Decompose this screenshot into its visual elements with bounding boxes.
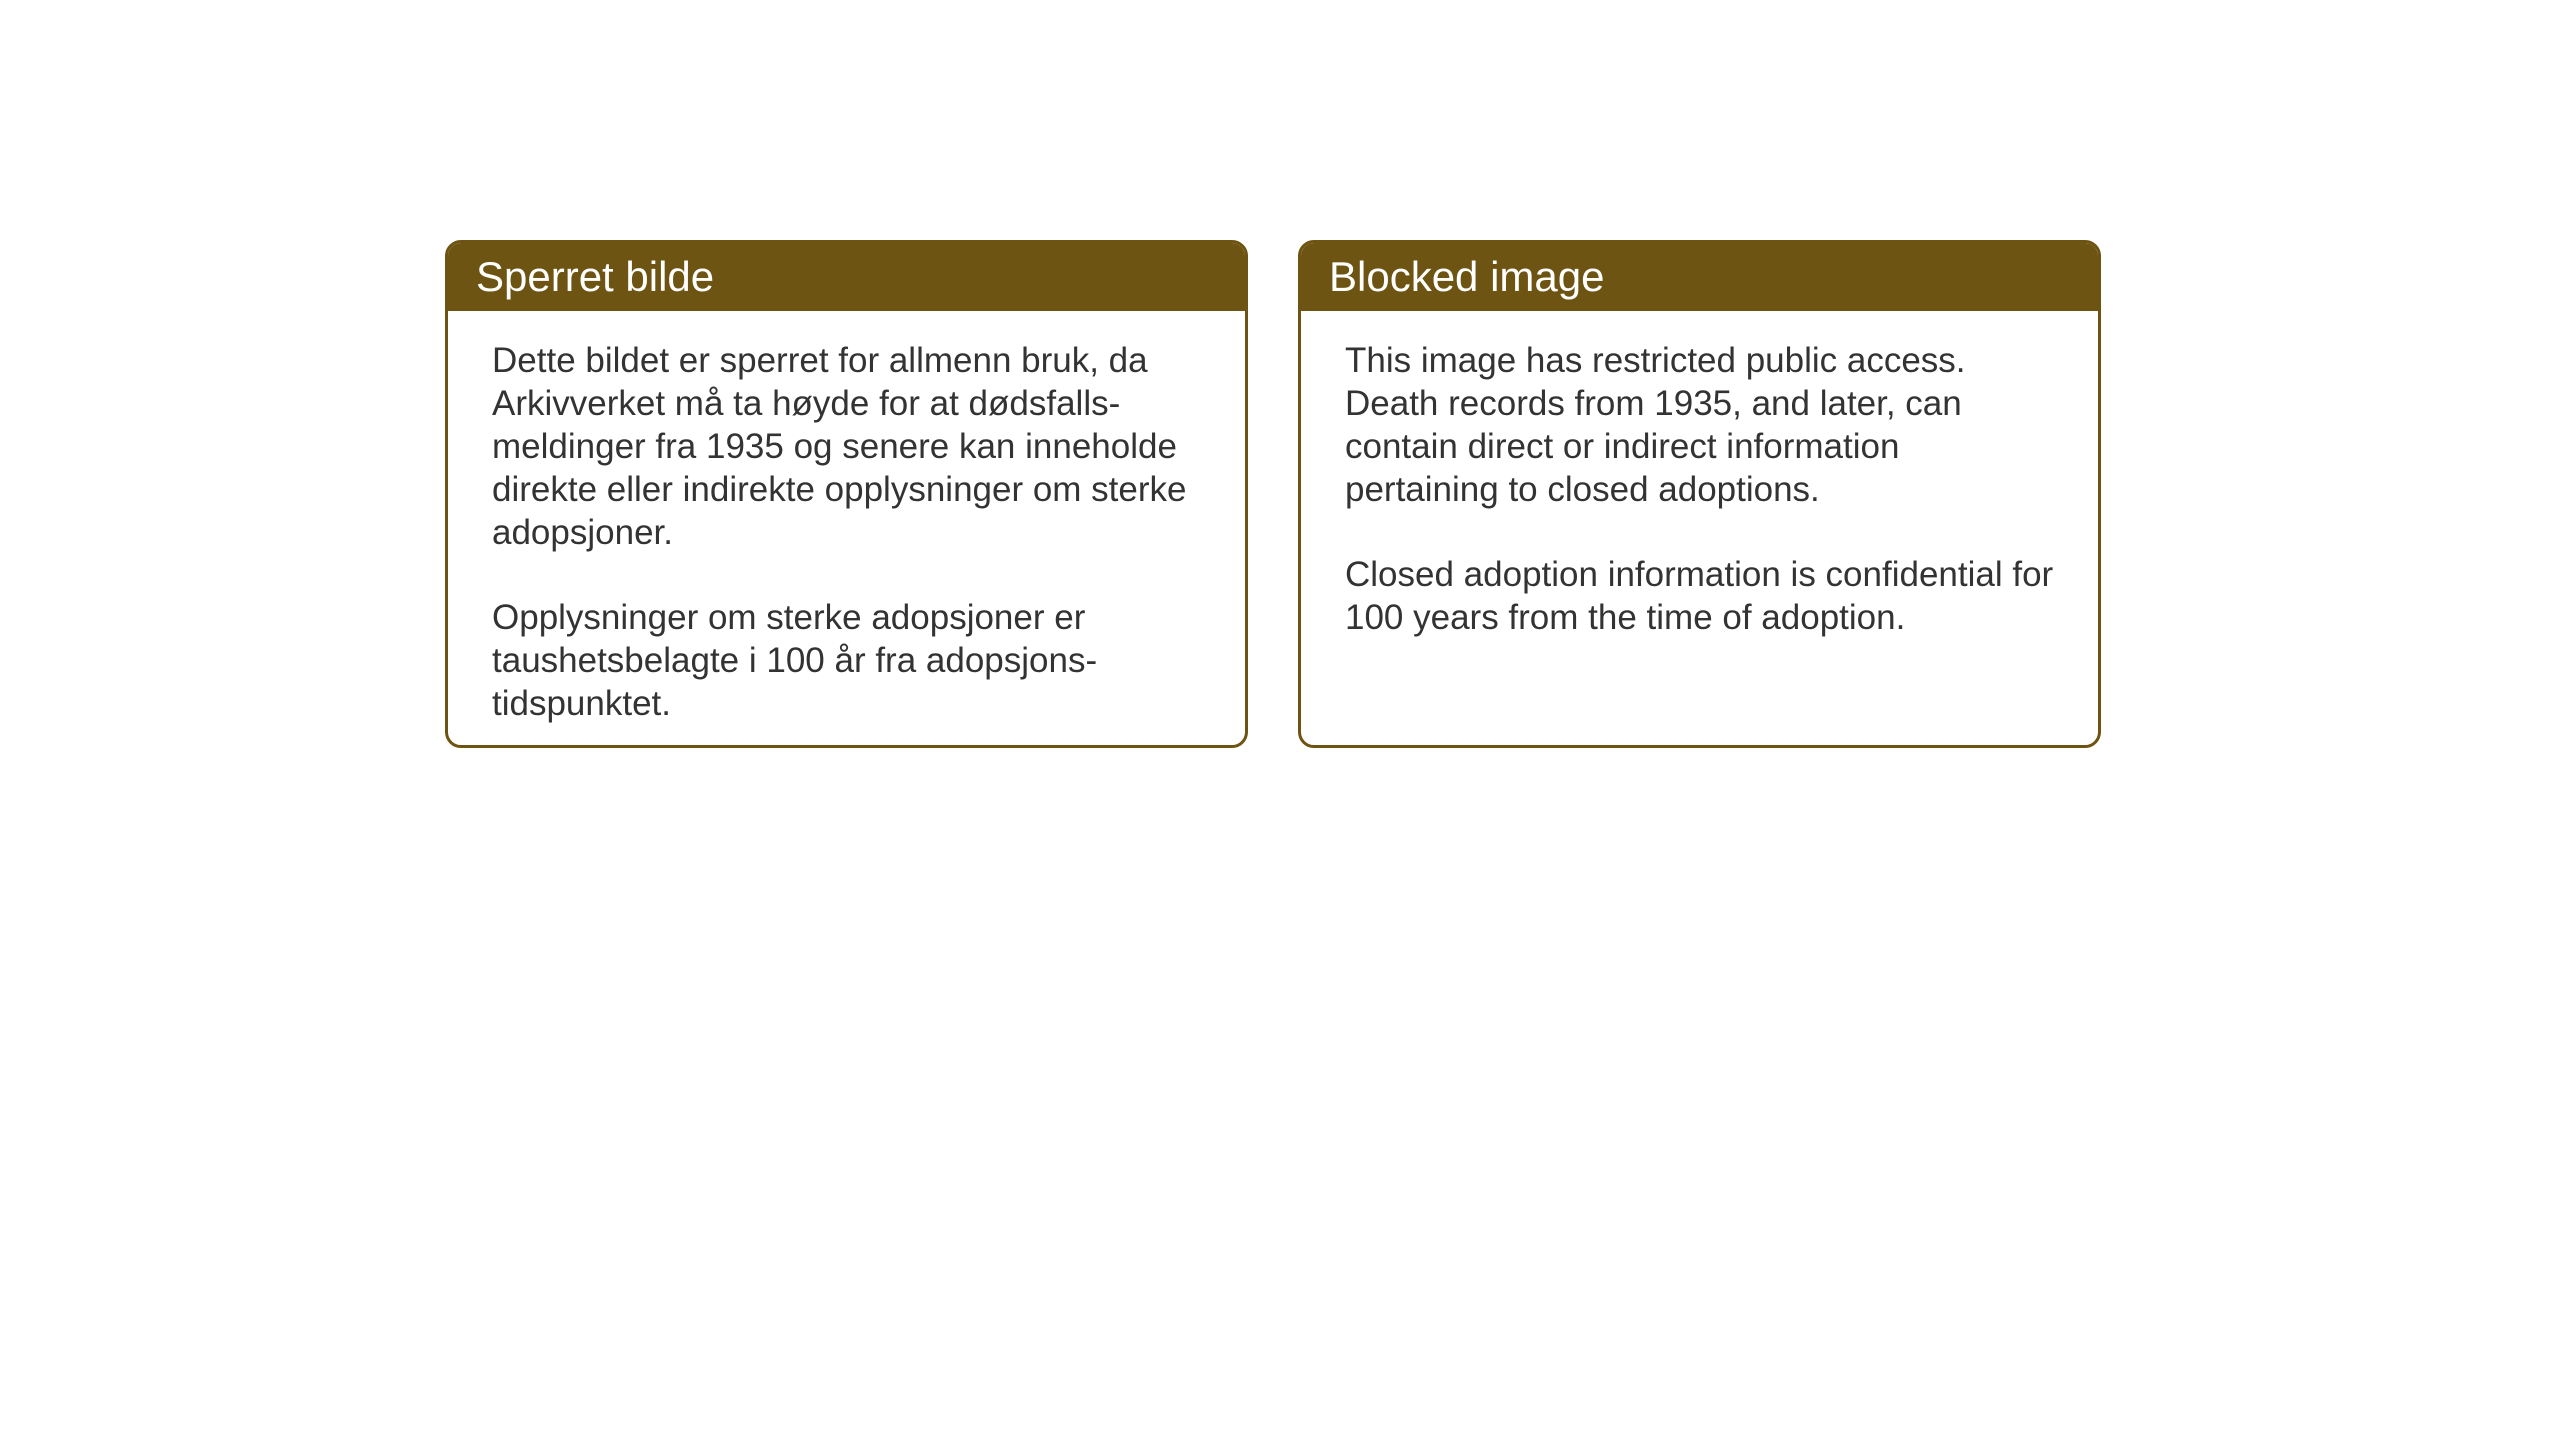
- notice-header-english: Blocked image: [1301, 243, 2098, 311]
- notice-box-english: Blocked image This image has restricted …: [1298, 240, 2101, 748]
- notice-body-norwegian: Dette bildet er sperret for allmenn bruk…: [448, 311, 1245, 748]
- notice-header-norwegian: Sperret bilde: [448, 243, 1245, 311]
- notice-body-english: This image has restricted public access.…: [1301, 311, 2098, 745]
- notice-box-norwegian: Sperret bilde Dette bildet er sperret fo…: [445, 240, 1248, 748]
- notice-paragraph-2: Closed adoption information is confident…: [1345, 553, 2054, 639]
- notice-paragraph-1: This image has restricted public access.…: [1345, 339, 2054, 511]
- notices-container: Sperret bilde Dette bildet er sperret fo…: [445, 240, 2101, 748]
- notice-paragraph-2: Opplysninger om sterke adopsjoner er tau…: [492, 596, 1201, 725]
- notice-paragraph-1: Dette bildet er sperret for allmenn bruk…: [492, 339, 1201, 554]
